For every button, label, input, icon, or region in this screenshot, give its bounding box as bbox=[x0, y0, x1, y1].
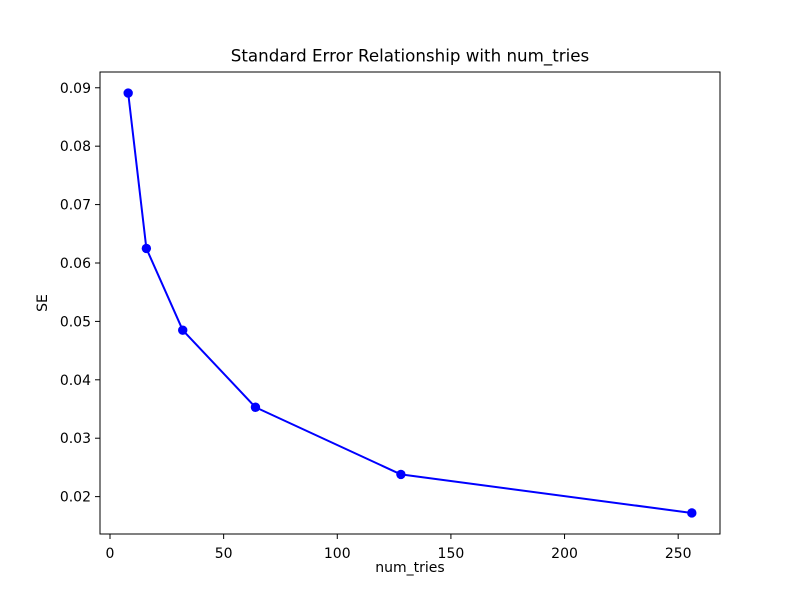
chart-title: Standard Error Relationship with num_tri… bbox=[231, 46, 589, 67]
plot-area bbox=[100, 72, 720, 534]
data-line bbox=[127, 92, 692, 514]
y-tick-label: 0.09 bbox=[60, 81, 91, 97]
y-tick-label: 0.02 bbox=[60, 490, 91, 506]
data-point bbox=[250, 402, 261, 412]
y-tick-label: 0.04 bbox=[60, 373, 91, 389]
y-tick-label: 0.08 bbox=[60, 139, 91, 155]
x-axis-label: num_tries bbox=[375, 560, 444, 576]
chart-content: 0 50 100 150 200 250 0.02 0.03 0.04 0.05 0.06 0.07 0… bbox=[60, 81, 697, 562]
y-tick-label: 0.06 bbox=[60, 256, 91, 272]
x-tick-label: 250 bbox=[665, 546, 692, 562]
data-point bbox=[123, 88, 133, 98]
data-point bbox=[396, 469, 406, 480]
y-tick-label: 0.03 bbox=[60, 431, 91, 447]
x-tick-label: 0 bbox=[106, 546, 115, 562]
y-axis-label: SE bbox=[35, 294, 51, 312]
data-point bbox=[687, 508, 697, 518]
data-point bbox=[178, 325, 188, 335]
y-tick-label: 0.05 bbox=[60, 314, 91, 330]
y-tick-label: 0.07 bbox=[60, 198, 91, 214]
data-point bbox=[141, 243, 152, 254]
x-tick-label: 100 bbox=[324, 546, 351, 562]
x-tick-label: 50 bbox=[215, 546, 233, 562]
x-tick-label: 200 bbox=[551, 546, 578, 562]
x-tick-label: 150 bbox=[438, 546, 465, 562]
axes-spines bbox=[99, 71, 721, 535]
